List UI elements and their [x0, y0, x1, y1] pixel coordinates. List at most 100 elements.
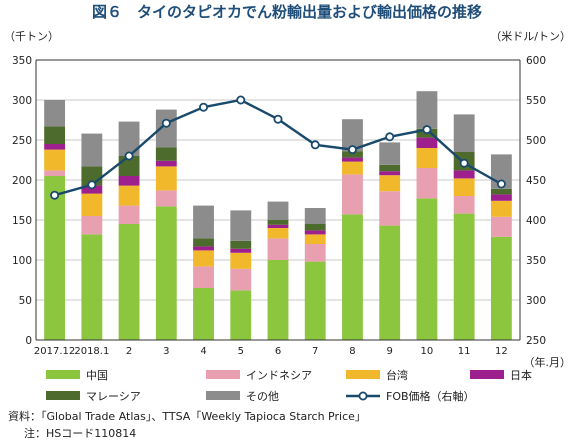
left-tick-label: 100	[12, 255, 32, 267]
bar-segment	[416, 91, 438, 129]
bar-segment	[44, 144, 66, 150]
bar-segment	[304, 208, 326, 224]
bar-segment	[155, 190, 177, 207]
bar-segment	[379, 164, 401, 172]
left-tick-label: 150	[12, 215, 32, 227]
right-tick-label: 450	[526, 175, 546, 187]
bar-segment	[81, 185, 103, 194]
bar-segment	[44, 176, 66, 340]
category-label: 7	[312, 346, 318, 357]
bar-segment	[267, 220, 289, 225]
bar-segment	[379, 175, 401, 192]
bar-segment	[453, 196, 475, 214]
fob-price-point	[87, 180, 97, 190]
bar-segment	[267, 260, 289, 340]
right-tick-label: 500	[526, 135, 546, 147]
fob-price-point	[50, 190, 60, 200]
bar-segment	[193, 266, 214, 288]
bar-segment	[453, 114, 475, 152]
bar-segment	[193, 246, 214, 251]
right-tick-label: 550	[526, 95, 546, 107]
bar-segment	[304, 234, 326, 244]
bar-segment	[118, 205, 140, 224]
legend-swatch	[46, 370, 80, 379]
fob-price-point	[273, 114, 283, 124]
category-label: 2	[126, 346, 132, 357]
bar-segment	[193, 250, 214, 267]
bar-segment	[490, 200, 512, 217]
legend-swatch	[206, 391, 240, 400]
fob-price-point	[236, 95, 246, 105]
bar-segment	[193, 205, 214, 239]
bar-segment	[155, 206, 177, 340]
legend-label: 中国	[86, 369, 108, 382]
left-axis-unit: （千トン）	[4, 30, 59, 43]
bar-segment	[304, 244, 326, 262]
bar-segment	[118, 121, 140, 156]
bar-segment	[416, 137, 438, 148]
bar-segment	[267, 201, 289, 220]
bar-segment	[379, 142, 401, 165]
bar-segment	[342, 174, 363, 215]
bar-segment	[416, 148, 438, 168]
fob-price-point	[347, 145, 357, 155]
fob-price-point	[124, 151, 134, 161]
bar-segment	[267, 238, 289, 260]
source-note: 資料：「Global Trade Atlas」、TTSA「Weekly Tapi…	[8, 409, 366, 423]
legend-label: 台湾	[386, 368, 408, 382]
stacked-bars	[44, 91, 512, 340]
left-tick-label: 50	[19, 295, 32, 307]
fob-price-point	[459, 158, 469, 168]
bar-segment	[155, 166, 177, 191]
fob-price-point	[496, 179, 506, 189]
category-labels: 2017.12 2018.1 2 3 4 5 6 7 8 9 10 11 12	[34, 346, 508, 357]
legend-label: 日本	[510, 368, 532, 382]
legend-label: その他	[246, 390, 279, 403]
fob-price-point	[161, 118, 171, 128]
bar-segment	[416, 198, 438, 340]
fob-price-line	[50, 95, 506, 200]
legend-swatch	[46, 391, 80, 400]
axes	[35, 59, 521, 341]
left-tick-label: 0	[25, 335, 32, 347]
category-label: 12	[495, 346, 508, 357]
bar-segment	[342, 214, 363, 340]
right-tick-label: 250	[526, 335, 546, 347]
bar-segment	[267, 224, 289, 228]
bar-segment	[490, 216, 512, 237]
category-label: 4	[200, 346, 206, 357]
bar-segment	[81, 193, 103, 216]
chart-title: 図６ タイのタピオカでん粉輸出量および輸出価格の推移	[92, 3, 482, 21]
category-label: 2017.12	[34, 346, 75, 357]
bar-segment	[453, 178, 475, 196]
bar-segment	[267, 228, 289, 239]
bar-segment	[118, 185, 140, 206]
bar-segment	[230, 210, 252, 241]
fob-price-point	[422, 125, 432, 135]
bar-segment	[81, 216, 103, 235]
right-tick-label: 300	[526, 295, 546, 307]
bar-segment	[193, 238, 214, 247]
bar-segment	[155, 109, 177, 148]
bar-segment	[155, 160, 177, 167]
bar-segment	[44, 149, 66, 171]
right-tick-label: 600	[526, 55, 546, 67]
right-tick-label: 400	[526, 215, 546, 227]
left-tick-label: 350	[12, 55, 32, 67]
legend-label: FOB価格（右軸）	[386, 389, 475, 403]
bar-segment	[490, 194, 512, 201]
fob-price-point	[310, 140, 320, 150]
bar-segment	[155, 147, 177, 161]
bar-segment	[118, 224, 140, 340]
bar-segment	[490, 188, 512, 195]
left-tick-label: 250	[12, 135, 32, 147]
legend-line-marker	[358, 391, 368, 401]
bar-segment	[230, 248, 252, 253]
left-axis-ticks: 0 50 100 150 200 250 300 350	[12, 55, 32, 347]
bar-segment	[453, 213, 475, 340]
bar-segment	[118, 176, 140, 186]
category-label: 5	[238, 346, 244, 357]
category-label: 2018.1	[74, 346, 109, 357]
bar-segment	[342, 119, 363, 152]
